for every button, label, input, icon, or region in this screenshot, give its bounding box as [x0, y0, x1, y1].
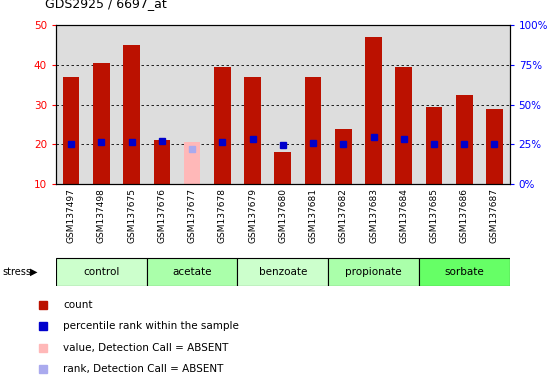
Bar — [93, 63, 110, 184]
Bar — [244, 77, 261, 184]
Text: GSM137676: GSM137676 — [157, 188, 166, 243]
Text: GSM137685: GSM137685 — [430, 188, 438, 243]
Text: GSM137680: GSM137680 — [278, 188, 287, 243]
Text: percentile rank within the sample: percentile rank within the sample — [63, 321, 239, 331]
Text: ▶: ▶ — [30, 266, 38, 277]
Bar — [184, 142, 200, 184]
Bar — [123, 45, 140, 184]
Text: GSM137682: GSM137682 — [339, 188, 348, 243]
Text: acetate: acetate — [172, 266, 212, 277]
Text: GSM137681: GSM137681 — [309, 188, 318, 243]
Text: GSM137684: GSM137684 — [399, 188, 408, 243]
Bar — [237, 258, 328, 286]
Text: GDS2925 / 6697_at: GDS2925 / 6697_at — [45, 0, 166, 10]
Bar — [153, 141, 170, 184]
Text: rank, Detection Call = ABSENT: rank, Detection Call = ABSENT — [63, 364, 223, 374]
Bar — [328, 258, 419, 286]
Text: GSM137497: GSM137497 — [67, 188, 76, 243]
Bar — [274, 152, 291, 184]
Text: sorbate: sorbate — [445, 266, 484, 277]
Text: GSM137687: GSM137687 — [490, 188, 499, 243]
Text: GSM137679: GSM137679 — [248, 188, 257, 243]
Bar — [365, 37, 382, 184]
Bar — [486, 109, 503, 184]
Text: GSM137675: GSM137675 — [127, 188, 136, 243]
Text: value, Detection Call = ABSENT: value, Detection Call = ABSENT — [63, 343, 228, 353]
Bar — [395, 67, 412, 184]
Bar — [63, 77, 80, 184]
Bar — [335, 129, 352, 184]
Text: GSM137678: GSM137678 — [218, 188, 227, 243]
Bar — [214, 67, 231, 184]
Bar — [56, 258, 147, 286]
Text: stress: stress — [3, 266, 32, 277]
Text: GSM137677: GSM137677 — [188, 188, 197, 243]
Text: GSM137498: GSM137498 — [97, 188, 106, 243]
Bar — [305, 77, 321, 184]
Bar — [456, 95, 473, 184]
Text: count: count — [63, 300, 93, 310]
Text: GSM137683: GSM137683 — [369, 188, 378, 243]
Bar — [426, 107, 442, 184]
Text: propionate: propionate — [345, 266, 402, 277]
Text: control: control — [83, 266, 119, 277]
Bar — [147, 258, 237, 286]
Bar — [419, 258, 510, 286]
Text: benzoate: benzoate — [259, 266, 307, 277]
Text: GSM137686: GSM137686 — [460, 188, 469, 243]
